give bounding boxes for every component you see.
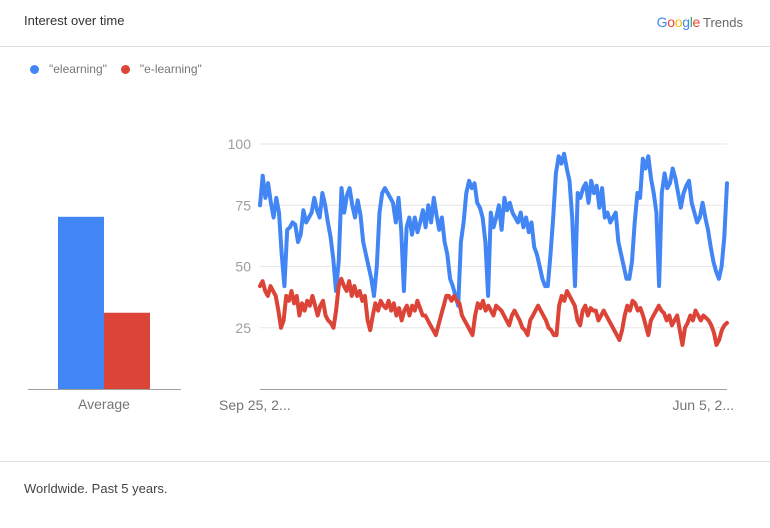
chart-legend: "elearning" "e-learning": [30, 62, 216, 76]
average-bar-0: [58, 216, 104, 389]
series-line-0: [258, 151, 729, 308]
x-tick-label-end: Jun 5, 2...: [673, 397, 734, 413]
y-tick-label: 100: [228, 136, 252, 152]
google-letter: o: [674, 14, 683, 30]
google-letter: e: [692, 14, 701, 30]
card-footer: Worldwide. Past 5 years.: [0, 461, 770, 528]
card-header: Interest over time Google Trends: [0, 0, 770, 47]
legend-item-elearning[interactable]: "elearning": [30, 62, 107, 76]
average-bar-1: [104, 312, 150, 389]
y-tick-label: 25: [235, 320, 251, 336]
google-letter: G: [656, 14, 668, 30]
average-label: Average: [78, 396, 130, 412]
google-trends-logo: Google Trends: [657, 14, 743, 30]
trends-wordmark: Trends: [703, 15, 743, 30]
legend-label-elearning: "elearning": [49, 62, 107, 76]
card-title: Interest over time: [24, 13, 125, 28]
y-tick-label: 75: [235, 197, 251, 213]
legend-dot-icon: [120, 64, 130, 74]
series-line-1: [258, 276, 729, 347]
footer-text: Worldwide. Past 5 years.: [24, 481, 168, 496]
x-tick-label-start: Sep 25, 2...: [219, 397, 291, 413]
google-letter: g: [682, 14, 690, 30]
y-tick-label: 50: [235, 259, 251, 275]
google-wordmark: Google: [656, 14, 701, 30]
google-letter: o: [667, 14, 675, 30]
legend-label-e-learning: "e-learning": [139, 62, 202, 76]
google-letter: l: [689, 14, 693, 30]
legend-dot-icon: [30, 64, 39, 74]
legend-item-e-learning[interactable]: "e-learning": [120, 62, 202, 76]
